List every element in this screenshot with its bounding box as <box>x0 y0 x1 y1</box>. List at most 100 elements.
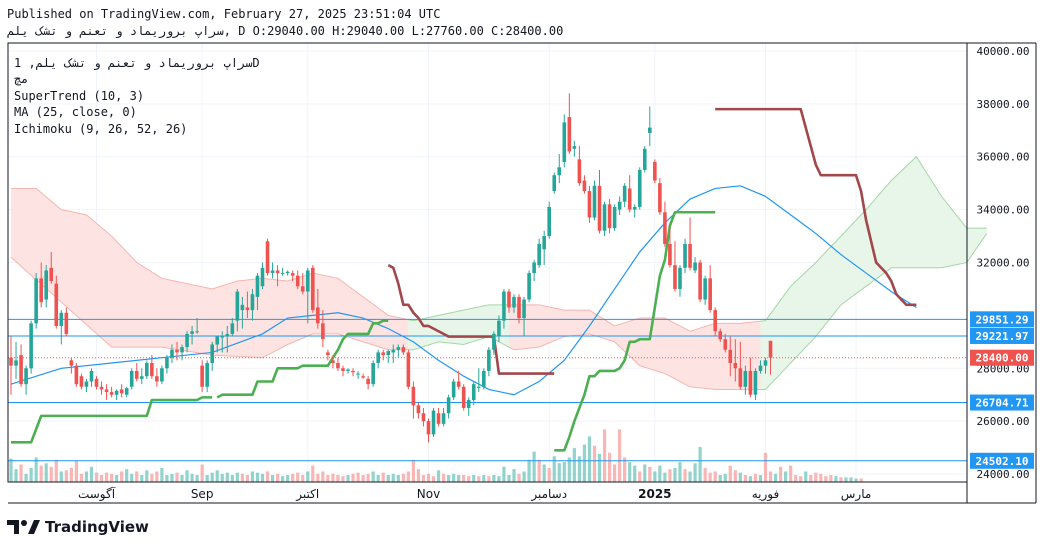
candle-body <box>114 390 119 395</box>
volume-bar <box>648 466 652 482</box>
volume-bar <box>441 473 446 482</box>
legend-ma[interactable]: MA (25, close, 0) <box>14 105 137 120</box>
volume-bar <box>547 467 551 482</box>
volume-bar <box>94 472 99 482</box>
candle-body <box>34 278 38 324</box>
candle-body <box>542 236 546 250</box>
candle-body <box>658 183 662 213</box>
legend-ichimoku[interactable]: Ichimoku (9, 26, 52, 26) <box>14 121 188 136</box>
supertrend-up-line <box>216 319 389 399</box>
volume-bar <box>477 476 481 482</box>
volume-bar <box>784 471 788 482</box>
candle-body <box>134 370 139 379</box>
volume-bar <box>39 465 43 482</box>
price-line-label: 24502.10 <box>976 455 1029 468</box>
volume-bar <box>245 474 250 482</box>
volume-bar <box>195 474 199 482</box>
candle-body <box>522 299 526 319</box>
candle-body <box>708 278 712 311</box>
volume-bar <box>839 477 843 482</box>
volume-bar <box>708 472 712 482</box>
volume-bar <box>366 473 370 482</box>
volume-bar <box>74 460 78 482</box>
volume-bar <box>482 474 486 482</box>
volume-bars <box>9 429 863 482</box>
candle-body <box>79 376 84 387</box>
volume-bar <box>673 467 677 482</box>
volume-bar <box>200 464 204 482</box>
volume-bar <box>698 446 702 482</box>
volume-bar <box>859 478 863 482</box>
candle-body <box>220 336 225 338</box>
legend-supertrend[interactable]: SuperTrend (10, 3) <box>14 88 145 103</box>
volume-bar <box>351 473 355 482</box>
volume-bar <box>562 462 566 482</box>
candle-body <box>210 344 214 363</box>
candle-body <box>265 241 270 274</box>
candle-body <box>461 386 466 408</box>
candle-body <box>436 413 441 424</box>
volume-bar <box>79 473 84 482</box>
tradingview-logo[interactable]: TradingView <box>7 518 149 536</box>
ma-line <box>10 185 917 396</box>
volume-bar <box>406 471 410 482</box>
volume-bar <box>738 472 742 482</box>
chart-legend: سراپ بروریماد و تعنم و تشک یلم, 1D مچ Su… <box>14 55 260 137</box>
volume-bar <box>321 471 325 482</box>
candle-body <box>245 307 250 311</box>
candle-body <box>587 191 592 218</box>
volume-bar <box>602 429 607 482</box>
candle-body <box>683 243 687 268</box>
candle-body <box>19 355 23 385</box>
candle-body <box>270 270 275 274</box>
published-line: Published on TradingView.com, February 2… <box>7 7 441 21</box>
volume-bar <box>376 474 380 482</box>
candle-body <box>84 381 89 387</box>
candle-body <box>391 349 396 353</box>
volume-bar <box>255 472 260 482</box>
volume-bar <box>607 452 612 482</box>
volume-bar <box>135 471 139 482</box>
volume-bar <box>59 471 63 482</box>
candle-body <box>728 349 733 363</box>
ichimoku-cloud <box>10 155 988 390</box>
volume-bar <box>834 476 838 482</box>
candle-body <box>421 413 426 422</box>
volume-bar <box>416 469 421 482</box>
volume-bar <box>567 457 571 482</box>
time-tick-label: اکتبر <box>295 487 319 502</box>
candle-body <box>311 267 315 311</box>
candle-body <box>295 275 300 287</box>
volume-bar <box>9 458 13 482</box>
candle-body <box>356 373 360 375</box>
volume-bar <box>44 463 48 482</box>
candle-body <box>476 386 481 388</box>
candle-body <box>627 188 632 210</box>
volume-bar <box>552 456 556 482</box>
candle-body <box>733 362 738 369</box>
candle-body <box>326 352 330 356</box>
volume-bar <box>789 465 793 482</box>
candle-body <box>678 267 682 289</box>
candle-body <box>637 169 642 207</box>
candle-body <box>748 370 753 395</box>
candle-body <box>336 362 340 369</box>
candle-body <box>768 340 773 358</box>
candle-body <box>663 212 667 244</box>
cloud-edge <box>760 155 987 322</box>
volume-bar <box>361 474 365 482</box>
candle-body <box>537 243 541 266</box>
time-tick-label: Sep <box>191 487 214 501</box>
candle-body <box>642 148 647 170</box>
volume-bar <box>436 470 441 482</box>
volume-bar <box>643 464 647 482</box>
candle-body <box>547 206 552 237</box>
candle-body <box>29 323 33 369</box>
candle-body <box>441 413 446 424</box>
candle-body <box>703 278 707 300</box>
candle-body <box>718 331 723 340</box>
candle-body <box>471 384 476 401</box>
volume-bar <box>130 473 134 482</box>
candle-body <box>446 397 451 414</box>
